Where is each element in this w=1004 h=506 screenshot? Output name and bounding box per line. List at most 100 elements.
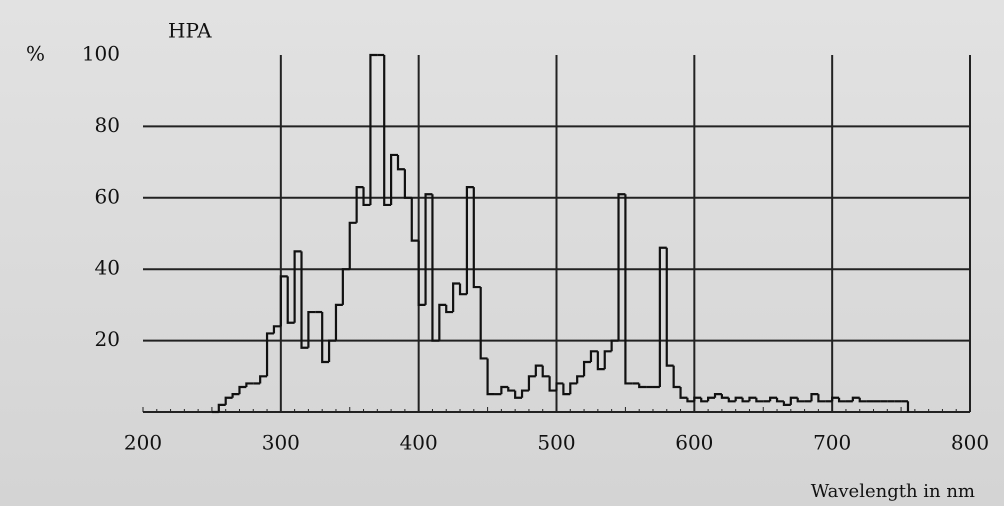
spectrum-step xyxy=(617,193,626,341)
spectrum-step xyxy=(307,310,316,348)
spectrum-step xyxy=(286,276,295,324)
spectrum-step xyxy=(831,396,840,402)
spectrum-step xyxy=(741,397,750,403)
spectrum-step xyxy=(465,185,474,295)
spectrum-step xyxy=(520,389,529,398)
x-tick-label: 400 xyxy=(400,431,438,455)
spectrum-step xyxy=(424,193,433,305)
y-tick-label: 80 xyxy=(95,113,120,137)
x-tick-label: 600 xyxy=(675,431,713,455)
x-tick-label: 700 xyxy=(813,431,851,455)
spectrum-step xyxy=(417,240,426,306)
spectrum-step xyxy=(272,325,281,334)
spectrum-step xyxy=(679,387,688,399)
spectrum-step xyxy=(245,382,254,388)
spectrum-step xyxy=(665,247,674,367)
y-tick-label: 20 xyxy=(95,327,120,351)
spectrum-step xyxy=(755,397,764,403)
spectrum-step xyxy=(527,375,536,391)
spectrum-step xyxy=(438,303,447,341)
spectrum-step xyxy=(383,55,392,207)
spectrum-step xyxy=(569,382,578,395)
spectrum-step xyxy=(610,339,619,352)
spectrum-step xyxy=(541,365,550,378)
spectrum-step xyxy=(334,303,343,341)
y-tick-label: 40 xyxy=(95,256,120,280)
spectrum-step xyxy=(224,396,233,405)
spectrum-step xyxy=(445,304,454,314)
spectrum-step xyxy=(479,287,488,360)
y-tick-label: 100 xyxy=(82,42,120,66)
spectrum-step xyxy=(851,396,860,402)
spectrum-step xyxy=(693,396,702,402)
spectrum-step xyxy=(576,375,585,384)
spectrum-step xyxy=(748,396,757,402)
spectrum-step xyxy=(775,397,784,403)
chart-title: HPA xyxy=(168,19,212,43)
x-tick-label: 300 xyxy=(262,431,300,455)
spectrum-step xyxy=(390,153,398,205)
spectrum-step xyxy=(727,397,736,403)
spectrum-step xyxy=(582,360,591,377)
spectrum-step xyxy=(265,332,274,377)
spectrum-step xyxy=(624,194,633,385)
spectrum-step xyxy=(534,364,543,377)
spectrum-step xyxy=(431,194,440,342)
spectrum-step xyxy=(500,385,509,395)
y-axis-label: % xyxy=(26,42,45,66)
spectrum-step xyxy=(858,397,867,403)
spectrum-step xyxy=(231,393,240,398)
y-tick-label: 60 xyxy=(95,184,120,208)
spectrum-step xyxy=(355,185,364,223)
spectrum-step xyxy=(734,396,743,402)
x-tick-label: 800 xyxy=(951,431,989,455)
spectrum-step xyxy=(555,382,564,391)
spectrum-step xyxy=(603,350,612,370)
spectrum-step xyxy=(486,358,495,396)
spectrum-step xyxy=(300,251,309,349)
spectrum-step xyxy=(562,383,571,396)
spectrum-step xyxy=(796,397,805,403)
spectrum-step xyxy=(279,275,288,327)
spectrum-step xyxy=(293,250,302,323)
spectrum-step xyxy=(589,350,598,363)
spectrum-step xyxy=(658,246,667,388)
spectrum-step xyxy=(686,397,695,403)
spectrum-step xyxy=(348,221,357,270)
spectrum-step xyxy=(362,187,371,207)
spectrum-step xyxy=(720,394,729,399)
x-tick-label: 500 xyxy=(537,431,575,455)
spectrum-step xyxy=(458,283,467,296)
spectrum-step xyxy=(713,393,722,398)
spectrum-step xyxy=(321,312,330,364)
spectrum-step xyxy=(782,401,791,406)
spectrum-step xyxy=(789,396,798,405)
spectrum-step xyxy=(396,154,405,171)
spectrum-step xyxy=(769,396,778,402)
x-tick-label: 200 xyxy=(124,431,162,455)
spectrum-step xyxy=(672,365,681,389)
spectrum-step xyxy=(810,393,819,402)
spectrum-step xyxy=(837,397,846,403)
spectrum-step xyxy=(452,282,461,313)
spectrum-step xyxy=(238,385,247,395)
spectrum-step xyxy=(259,375,268,384)
spectrum-step xyxy=(707,396,716,402)
spectrum-step xyxy=(410,197,419,242)
spectrum-step xyxy=(327,339,336,363)
spectrum-step xyxy=(638,383,647,389)
spectrum-step xyxy=(472,187,481,289)
x-axis-label: Wavelength in nm xyxy=(811,481,975,502)
spectrum-step xyxy=(817,394,826,403)
spectrum-step xyxy=(700,397,709,403)
spectrum-step xyxy=(596,351,605,371)
spectrum-step xyxy=(514,390,523,399)
spectrum-step xyxy=(507,387,516,392)
spectrum-step xyxy=(341,268,350,305)
spectrum-step xyxy=(403,169,412,199)
spectrum-step xyxy=(217,403,226,412)
spectrum-step xyxy=(548,376,557,392)
spectrum-step xyxy=(369,53,378,205)
